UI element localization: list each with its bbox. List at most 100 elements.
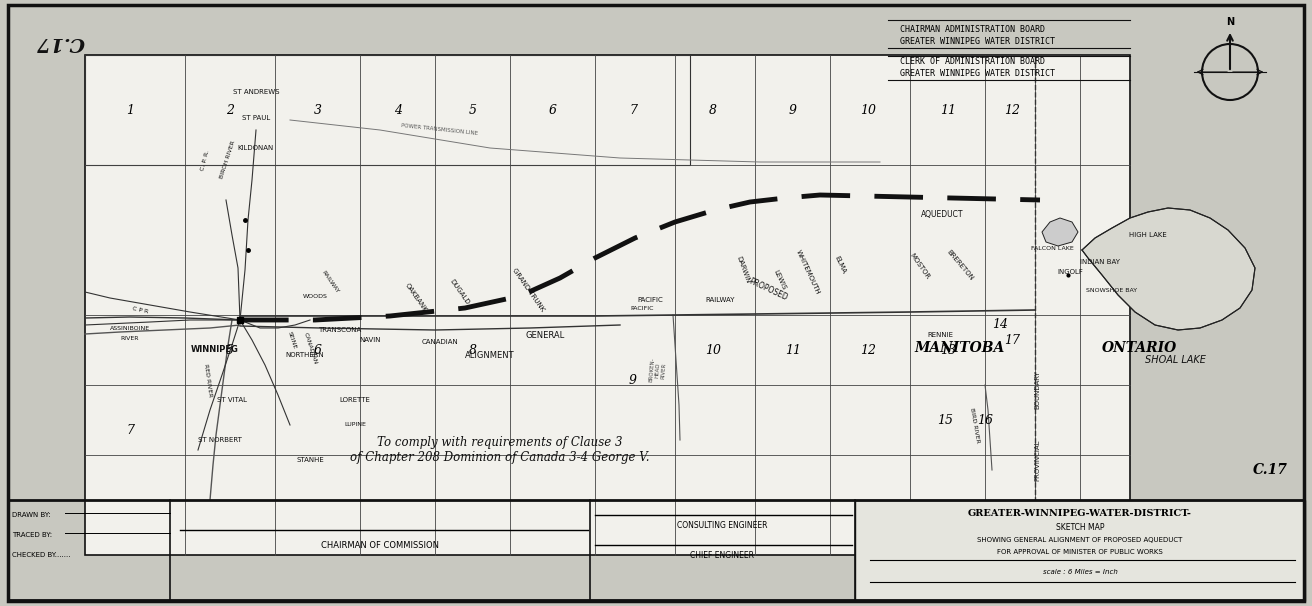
Polygon shape (1042, 218, 1078, 246)
Text: C.17: C.17 (1253, 463, 1287, 477)
Text: 7: 7 (126, 424, 134, 436)
Text: C. P. R.: C. P. R. (199, 149, 210, 171)
Text: ST PAUL: ST PAUL (241, 115, 270, 121)
Text: BIRCH RIVER: BIRCH RIVER (219, 141, 236, 179)
Text: 6: 6 (548, 104, 558, 116)
Text: 10: 10 (705, 344, 722, 356)
Text: ST NORBERT: ST NORBERT (198, 437, 241, 443)
Text: 9: 9 (789, 104, 796, 116)
Text: LORETTE: LORETTE (340, 397, 370, 403)
Text: GREATER-WINNIPEG-WATER-DISTRICT-: GREATER-WINNIPEG-WATER-DISTRICT- (968, 508, 1191, 518)
Text: 3: 3 (314, 104, 321, 116)
Text: WINNIPEG: WINNIPEG (192, 345, 239, 355)
Text: scale : 6 Miles = Inch: scale : 6 Miles = Inch (1043, 569, 1118, 575)
Text: CLERK OF ADMINISTRATION BOARD: CLERK OF ADMINISTRATION BOARD (900, 58, 1044, 67)
Text: BROKEN-
HEAD
RIVER: BROKEN- HEAD RIVER (648, 357, 668, 383)
Text: DRAWN BY:: DRAWN BY: (12, 512, 51, 518)
Text: OAKBANK: OAKBANK (404, 282, 428, 313)
Text: 12: 12 (859, 344, 876, 356)
Text: C.17: C.17 (35, 33, 84, 51)
Text: LEWIS: LEWIS (773, 269, 787, 291)
Text: PROPOSED: PROPOSED (747, 277, 789, 303)
Text: RIVER: RIVER (121, 336, 139, 341)
Text: GRAND TRUNK: GRAND TRUNK (510, 267, 546, 313)
Text: SNOWSHOE BAY: SNOWSHOE BAY (1086, 287, 1138, 293)
Text: 5: 5 (468, 104, 478, 116)
Text: GREATER WINNIPEG WATER DISTRICT: GREATER WINNIPEG WATER DISTRICT (900, 38, 1055, 47)
Text: MOSTOR: MOSTOR (909, 252, 932, 280)
Text: BRERETON: BRERETON (946, 248, 975, 281)
Text: NORTHERN: NORTHERN (286, 352, 324, 358)
Text: PROVINCIAL: PROVINCIAL (1034, 439, 1040, 481)
Text: PACIFIC: PACIFIC (638, 297, 663, 303)
Text: 12: 12 (1004, 104, 1019, 116)
Text: HIGH LAKE: HIGH LAKE (1130, 232, 1166, 238)
Bar (85, 55, 1130, 555)
Text: C P R: C P R (131, 306, 148, 314)
Polygon shape (1082, 208, 1256, 330)
Text: 7: 7 (628, 104, 638, 116)
Text: INDIAN BAY: INDIAN BAY (1080, 259, 1120, 265)
Text: GENERAL: GENERAL (525, 330, 564, 339)
Text: TRANSCONA: TRANSCONA (319, 327, 362, 333)
Text: ST VITAL: ST VITAL (216, 397, 247, 403)
Text: CHIEF ENGINEER: CHIEF ENGINEER (690, 550, 754, 559)
Text: CHAIRMAN OF COMMISSION: CHAIRMAN OF COMMISSION (321, 541, 440, 550)
Text: N: N (1225, 16, 1235, 27)
Text: 14: 14 (992, 319, 1008, 331)
Text: 6: 6 (314, 344, 321, 356)
Text: NAVIN: NAVIN (359, 337, 380, 343)
Text: KILDONAN: KILDONAN (237, 145, 274, 151)
Text: WOODS: WOODS (303, 293, 328, 299)
Text: To comply with requirements of Clause 3
of Chapter 208 Dominion of Canada 3-4 Ge: To comply with requirements of Clause 3 … (350, 436, 649, 464)
Text: ASSINIBOINE: ASSINIBOINE (110, 325, 150, 330)
Text: 9: 9 (628, 373, 638, 387)
Text: FALCON LAKE: FALCON LAKE (1031, 245, 1073, 250)
Text: 8: 8 (468, 344, 478, 356)
Text: WHITEMOUTH: WHITEMOUTH (795, 248, 821, 295)
Bar (85, 55, 690, 165)
Text: SHOWING GENERAL ALIGNMENT OF PROPOSED AQUEDUCT: SHOWING GENERAL ALIGNMENT OF PROPOSED AQ… (977, 537, 1182, 543)
Text: 15: 15 (937, 413, 953, 427)
Text: 11: 11 (939, 104, 956, 116)
Text: 5: 5 (226, 344, 234, 356)
Text: 2: 2 (226, 104, 234, 116)
Text: TRACED BY:: TRACED BY: (12, 532, 52, 538)
Text: PACIFIC: PACIFIC (630, 305, 653, 310)
Text: RED RIVER: RED RIVER (203, 363, 213, 397)
Text: 10: 10 (859, 104, 876, 116)
Text: 16: 16 (977, 413, 993, 427)
Text: BIRD RIVER: BIRD RIVER (970, 407, 980, 443)
Text: SHOAL LAKE: SHOAL LAKE (1144, 355, 1206, 365)
Text: FOR APPROVAL OF MINISTER OF PUBLIC WORKS: FOR APPROVAL OF MINISTER OF PUBLIC WORKS (997, 549, 1162, 555)
Bar (855, 500, 1305, 601)
Text: ELMA: ELMA (833, 255, 846, 275)
Text: POWER TRANSMISSION LINE: POWER TRANSMISSION LINE (401, 124, 479, 136)
Text: DARWIN: DARWIN (735, 256, 750, 284)
Text: CANADIAN: CANADIAN (421, 339, 458, 345)
Text: MANITOBA: MANITOBA (914, 341, 1005, 355)
Text: RAILWAY: RAILWAY (706, 297, 735, 303)
Text: LUPINE: LUPINE (344, 422, 366, 427)
Text: BOUNDARY: BOUNDARY (1034, 371, 1040, 410)
Text: SKETCH MAP: SKETCH MAP (1056, 522, 1105, 531)
Text: ST ANDREWS: ST ANDREWS (232, 89, 279, 95)
Text: 17: 17 (1004, 333, 1019, 347)
Text: STANHE: STANHE (297, 457, 324, 463)
Text: 1: 1 (126, 104, 134, 116)
Text: AQUEDUCT: AQUEDUCT (921, 210, 963, 219)
Text: ALIGNMENT: ALIGNMENT (466, 350, 514, 359)
Text: DUGALD: DUGALD (449, 278, 471, 306)
Text: CANADIAN: CANADIAN (303, 331, 318, 365)
Text: 8: 8 (708, 104, 716, 116)
Text: CHAIRMAN ADMINISTRATION BOARD: CHAIRMAN ADMINISTRATION BOARD (900, 25, 1044, 35)
Text: SEINE: SEINE (287, 330, 298, 350)
Text: 11: 11 (785, 344, 802, 356)
Text: CHECKED BY.......: CHECKED BY....... (12, 552, 71, 558)
Text: CONSULTING ENGINEER: CONSULTING ENGINEER (677, 521, 768, 530)
Text: RAILWAY: RAILWAY (320, 270, 340, 295)
Text: INGOLF: INGOLF (1057, 269, 1082, 275)
Text: ONTARIO: ONTARIO (1102, 341, 1178, 355)
Text: GREATER WINNIPEG WATER DISTRICT: GREATER WINNIPEG WATER DISTRICT (900, 70, 1055, 79)
Text: RENNIE: RENNIE (928, 332, 953, 338)
